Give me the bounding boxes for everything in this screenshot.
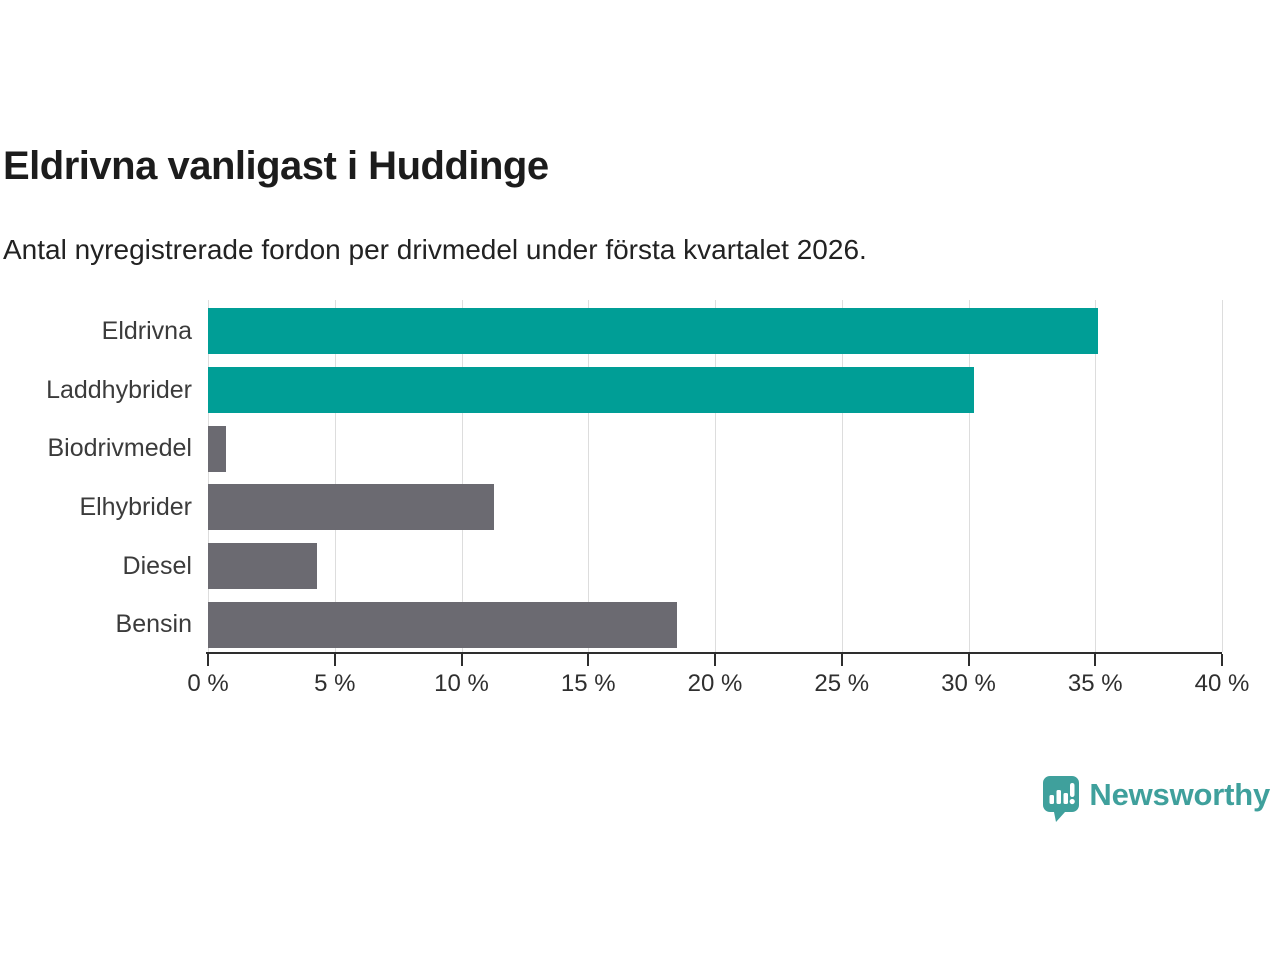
x-axis-line: [206, 652, 1222, 654]
x-axis-tick-label-35: 35 %: [1067, 670, 1123, 697]
gridline-0: [208, 300, 209, 652]
x-axis-tick-15: [587, 654, 590, 666]
bar-chart: Eldrivna Laddhybrider Biodrivmedel Elhybrid…: [0, 300, 1280, 710]
gridline-40: [1222, 300, 1223, 652]
category-label-laddhybrider: Laddhybrider: [46, 375, 192, 404]
bar-elhybrider: [208, 484, 495, 531]
chart-title: Eldrivna vanligast i Huddinge: [3, 144, 549, 188]
x-axis-tick-20: [714, 654, 716, 666]
x-axis-tick-label-25: 25 %: [814, 670, 870, 697]
x-axis-tick-label-10: 10 %: [434, 670, 489, 697]
x-axis-tick-35: [1094, 654, 1097, 666]
x-axis-tick-25: [840, 654, 843, 666]
newsworthy-logo: Newsworthy: [1040, 774, 1270, 829]
newsworthy-wordmark: Newsworthy: [1089, 777, 1270, 812]
gridline-35: [1095, 300, 1097, 652]
bar-laddhybrider: [208, 367, 974, 413]
x-axis-tick-label-15: 15 %: [560, 670, 616, 697]
x-axis-tick-label-0: 0 %: [187, 670, 229, 697]
category-label-diesel: Diesel: [122, 551, 192, 580]
x-axis-tick-40: [1221, 654, 1223, 666]
x-axis-tick-label-5: 5 %: [314, 670, 356, 697]
category-label-bensin: Bensin: [115, 610, 192, 639]
gridline-10: [461, 300, 463, 652]
category-label-biodrivmedel: Biodrivmedel: [47, 434, 192, 463]
gridline-20: [715, 300, 716, 652]
gridline-5: [334, 300, 336, 652]
x-axis-tick-30: [967, 654, 970, 666]
x-axis-tick-label-30: 30 %: [941, 670, 996, 697]
x-axis-tick-label-20: 20 %: [687, 670, 743, 697]
gridline-30: [968, 300, 970, 652]
bar-diesel: [208, 543, 317, 589]
x-axis-tick-10: [460, 654, 463, 666]
bar-eldrivna: [208, 308, 1098, 355]
x-axis-tick-label-40: 40 %: [1194, 670, 1250, 697]
gridline-15: [588, 300, 590, 652]
newsworthy-icon: [1040, 774, 1080, 829]
bar-biodrivmedel: [208, 425, 226, 472]
x-axis-tick-5: [333, 654, 336, 666]
bar-bensin: [208, 601, 677, 648]
chart-subtitle: Antal nyregistrerade fordon per drivmede…: [3, 234, 867, 265]
category-label-elhybrider: Elhybrider: [79, 492, 192, 521]
x-axis-tick-0: [207, 654, 209, 666]
gridline-25: [841, 300, 843, 652]
category-label-eldrivna: Eldrivna: [101, 316, 192, 345]
